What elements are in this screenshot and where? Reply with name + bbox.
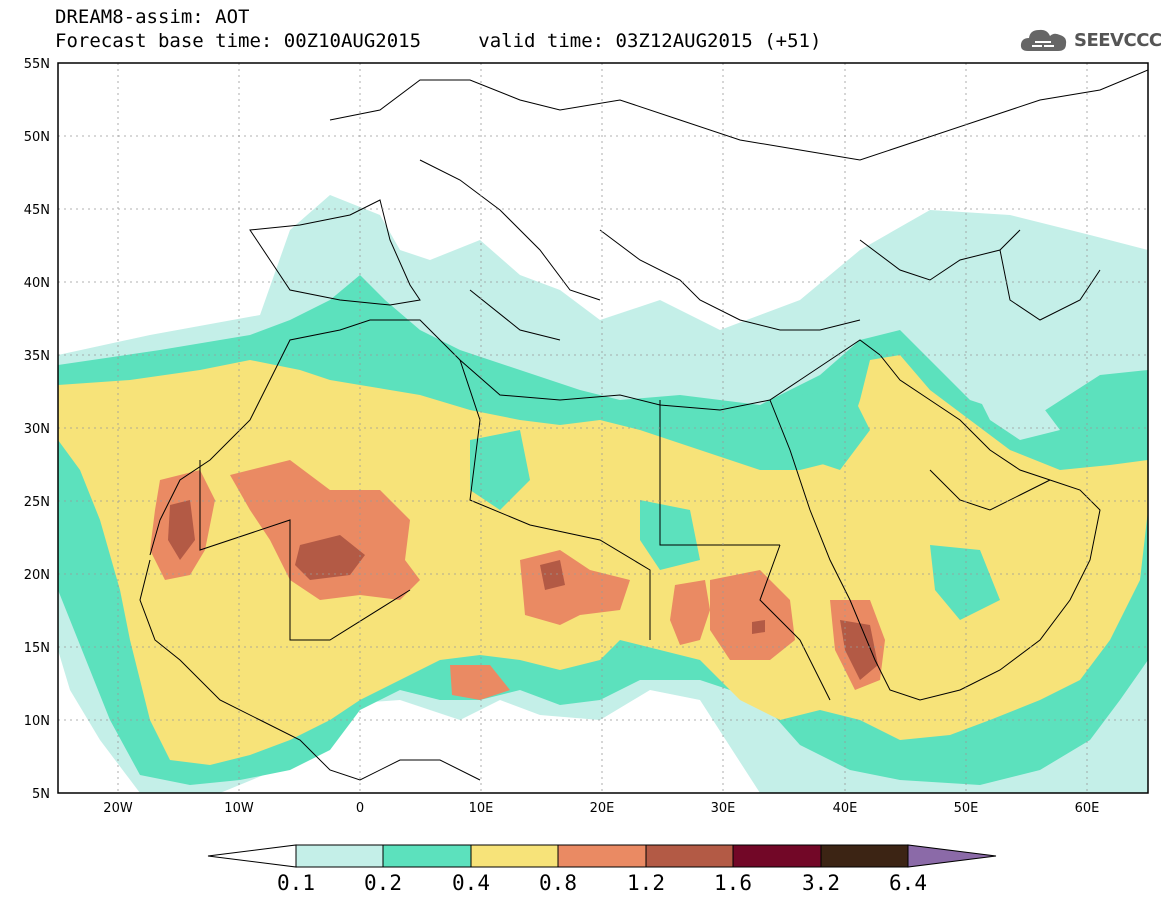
valid-time-label: valid time: 03Z12AUG2015 (+51) bbox=[478, 30, 822, 52]
lon-label: 30E bbox=[711, 801, 736, 816]
cloud-logo-icon bbox=[1020, 29, 1067, 51]
colorbar-label: 1.2 bbox=[627, 871, 665, 895]
lat-label: 30N bbox=[24, 422, 50, 437]
seevccc-logo: SEEVCCC bbox=[1018, 24, 1162, 56]
colorbar-label: 6.4 bbox=[889, 871, 927, 895]
lon-label: 60E bbox=[1075, 801, 1100, 816]
aot-shading bbox=[58, 63, 1148, 793]
lon-label: 20W bbox=[103, 801, 133, 816]
lat-label: 15N bbox=[24, 641, 50, 656]
graticule bbox=[58, 63, 1148, 793]
colorbar-bin bbox=[295, 844, 384, 868]
colorbar-label: 3.2 bbox=[802, 871, 840, 895]
colorbar-bin bbox=[557, 844, 647, 868]
longitude-axis: 20W 10W 0 10E 20E 30E 40E 50E 60E bbox=[103, 801, 1099, 816]
lat-label: 35N bbox=[24, 349, 50, 364]
lon-label: 40E bbox=[833, 801, 858, 816]
colorbar: 0.1 0.2 0.4 0.8 1.2 1.6 3.2 6.4 bbox=[207, 844, 997, 895]
colorbar-bin bbox=[732, 844, 822, 868]
map-frame bbox=[57, 62, 1149, 794]
lat-label: 10N bbox=[24, 714, 50, 729]
colorbar-arrow-high bbox=[907, 844, 997, 868]
lon-label: 10E bbox=[469, 801, 494, 816]
map-title: DREAM8-assim: AOT bbox=[55, 6, 250, 28]
logo-text: SEEVCCC bbox=[1074, 29, 1162, 51]
colorbar-bin bbox=[645, 844, 734, 868]
coastlines bbox=[139, 69, 1148, 781]
forecast-time-line: Forecast base time: 00Z10AUG2015 valid t… bbox=[55, 30, 821, 52]
colorbar-bin bbox=[820, 844, 909, 868]
aot-contour-1.2 bbox=[168, 500, 195, 560]
base-time-label: Forecast base time: 00Z10AUG2015 bbox=[55, 30, 422, 52]
colorbar-label: 0.4 bbox=[452, 871, 490, 895]
lat-label: 25N bbox=[24, 495, 50, 510]
colorbar-label: 0.2 bbox=[364, 871, 402, 895]
lat-label: 50N bbox=[24, 130, 50, 145]
lat-label: 55N bbox=[24, 57, 50, 72]
colorbar-label: 0.8 bbox=[539, 871, 577, 895]
lat-label: 20N bbox=[24, 568, 50, 583]
colorbar-label: 1.6 bbox=[714, 871, 752, 895]
latitude-axis: 55N 50N 45N 40N 35N 30N 25N 20N 15N 10N … bbox=[24, 57, 50, 802]
lon-label: 10W bbox=[224, 801, 254, 816]
lon-label: 50E bbox=[954, 801, 979, 816]
lat-label: 45N bbox=[24, 203, 50, 218]
colorbar-bin bbox=[382, 844, 472, 868]
lon-label: 20E bbox=[590, 801, 615, 816]
lat-label: 40N bbox=[24, 276, 50, 291]
lat-label: 5N bbox=[32, 787, 50, 802]
colorbar-arrow-low bbox=[207, 844, 297, 868]
colorbar-bin bbox=[470, 844, 559, 868]
lon-label: 0 bbox=[356, 801, 364, 816]
colorbar-label: 0.1 bbox=[277, 871, 315, 895]
